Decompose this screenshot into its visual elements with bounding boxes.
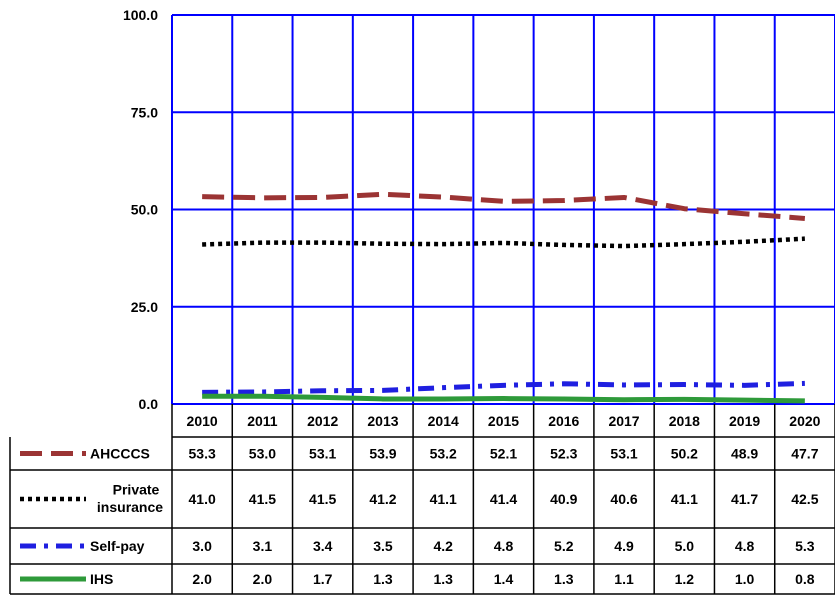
data-label-private-insurance-2016: 40.9 xyxy=(550,491,577,507)
series-line-ihs xyxy=(202,393,805,404)
data-label-ahcccs-2016: 52.3 xyxy=(550,446,577,462)
x-tick-label-2016: 2016 xyxy=(548,413,579,429)
data-label-ahcccs-2013: 53.9 xyxy=(369,446,396,462)
x-tick-label-2013: 2013 xyxy=(367,413,398,429)
data-label-self-pay-2018: 5.0 xyxy=(675,538,695,554)
data-label-ahcccs-2014: 53.2 xyxy=(430,446,457,462)
data-label-private-insurance-2014: 41.1 xyxy=(430,491,457,507)
data-label-ihs-2014: 1.3 xyxy=(433,571,453,587)
y-tick-label-50.0: 50.0 xyxy=(131,202,158,218)
data-label-private-insurance-2020: 42.5 xyxy=(791,491,818,507)
data-label-ahcccs-2018: 50.2 xyxy=(671,446,698,462)
y-axis-tick-labels: 0.0 25.0 50.0 75.0 100.0 xyxy=(123,7,158,412)
legend-label-private-insurance: Private insurance xyxy=(97,482,163,515)
y-tick-label-100.0: 100.0 xyxy=(123,7,158,23)
data-label-ahcccs-2020: 47.7 xyxy=(791,446,818,462)
data-label-self-pay-2019: 4.8 xyxy=(735,538,755,554)
series-lines xyxy=(202,191,806,404)
x-tick-label-2018: 2018 xyxy=(669,413,700,429)
data-label-private-insurance-2017: 40.6 xyxy=(610,491,637,507)
x-tick-label-2012: 2012 xyxy=(307,413,338,429)
data-label-self-pay-2014: 4.2 xyxy=(433,538,453,554)
data-label-self-pay-2011: 3.1 xyxy=(253,538,273,554)
plot-grid xyxy=(171,14,835,405)
data-label-self-pay-2020: 5.3 xyxy=(795,538,815,554)
y-tick-label-0.0: 0.0 xyxy=(139,396,159,412)
x-tick-label-2020: 2020 xyxy=(789,413,820,429)
legend-label-ahcccs: AHCCCS xyxy=(90,446,150,462)
x-tick-label-2014: 2014 xyxy=(428,413,459,429)
data-label-private-insurance-2013: 41.2 xyxy=(369,491,396,507)
data-table: 2010 2011 2012 2013 2014 2015 2016 2017 2018 2019… xyxy=(9,404,835,595)
data-label-ahcccs-2010: 53.3 xyxy=(189,446,216,462)
y-tick-label-25.0: 25.0 xyxy=(131,299,158,315)
data-label-ahcccs-2012: 53.1 xyxy=(309,446,336,462)
data-label-ahcccs-2015: 52.1 xyxy=(490,446,517,462)
data-label-ahcccs-2011: 53.0 xyxy=(249,446,276,462)
data-label-ihs-2019: 1.0 xyxy=(735,571,755,587)
data-label-ihs-2013: 1.3 xyxy=(373,571,393,587)
data-label-self-pay-2013: 3.5 xyxy=(373,538,393,554)
data-label-private-insurance-2012: 41.5 xyxy=(309,491,336,507)
data-label-ahcccs-2019: 48.9 xyxy=(731,446,758,462)
data-label-ihs-2016: 1.3 xyxy=(554,571,574,587)
data-label-private-insurance-2018: 41.1 xyxy=(671,491,698,507)
y-tick-label-75.0: 75.0 xyxy=(131,104,158,120)
data-label-self-pay-2010: 3.0 xyxy=(192,538,212,554)
series-line-self-pay xyxy=(202,380,805,395)
data-label-ihs-2017: 1.1 xyxy=(614,571,634,587)
data-label-ihs-2011: 2.0 xyxy=(253,571,273,587)
data-label-private-insurance-2015: 41.4 xyxy=(490,491,517,507)
data-label-self-pay-2017: 4.9 xyxy=(614,538,634,554)
data-label-private-insurance-2011: 41.5 xyxy=(249,491,276,507)
x-tick-label-2019: 2019 xyxy=(729,413,760,429)
data-label-private-insurance-2019: 41.7 xyxy=(731,491,758,507)
data-label-self-pay-2012: 3.4 xyxy=(313,538,333,554)
x-tick-label-2011: 2011 xyxy=(247,413,278,429)
data-label-private-insurance-2010: 41.0 xyxy=(189,491,216,507)
legend-label-self-pay: Self-pay xyxy=(90,538,145,554)
series-line-ahcccs xyxy=(202,191,806,221)
data-label-ihs-2012: 1.7 xyxy=(313,571,333,587)
data-label-ihs-2020: 0.8 xyxy=(795,571,815,587)
data-label-ihs-2010: 2.0 xyxy=(192,571,212,587)
data-label-ihs-2018: 1.2 xyxy=(675,571,695,587)
data-label-ahcccs-2017: 53.1 xyxy=(610,446,637,462)
data-label-self-pay-2016: 5.2 xyxy=(554,538,574,554)
x-tick-label-2015: 2015 xyxy=(488,413,519,429)
data-label-self-pay-2015: 4.8 xyxy=(494,538,514,554)
x-tick-label-2010: 2010 xyxy=(187,413,218,429)
x-tick-label-2017: 2017 xyxy=(608,413,639,429)
data-label-ihs-2015: 1.4 xyxy=(494,571,514,587)
legend-label-ihs: IHS xyxy=(90,571,113,587)
